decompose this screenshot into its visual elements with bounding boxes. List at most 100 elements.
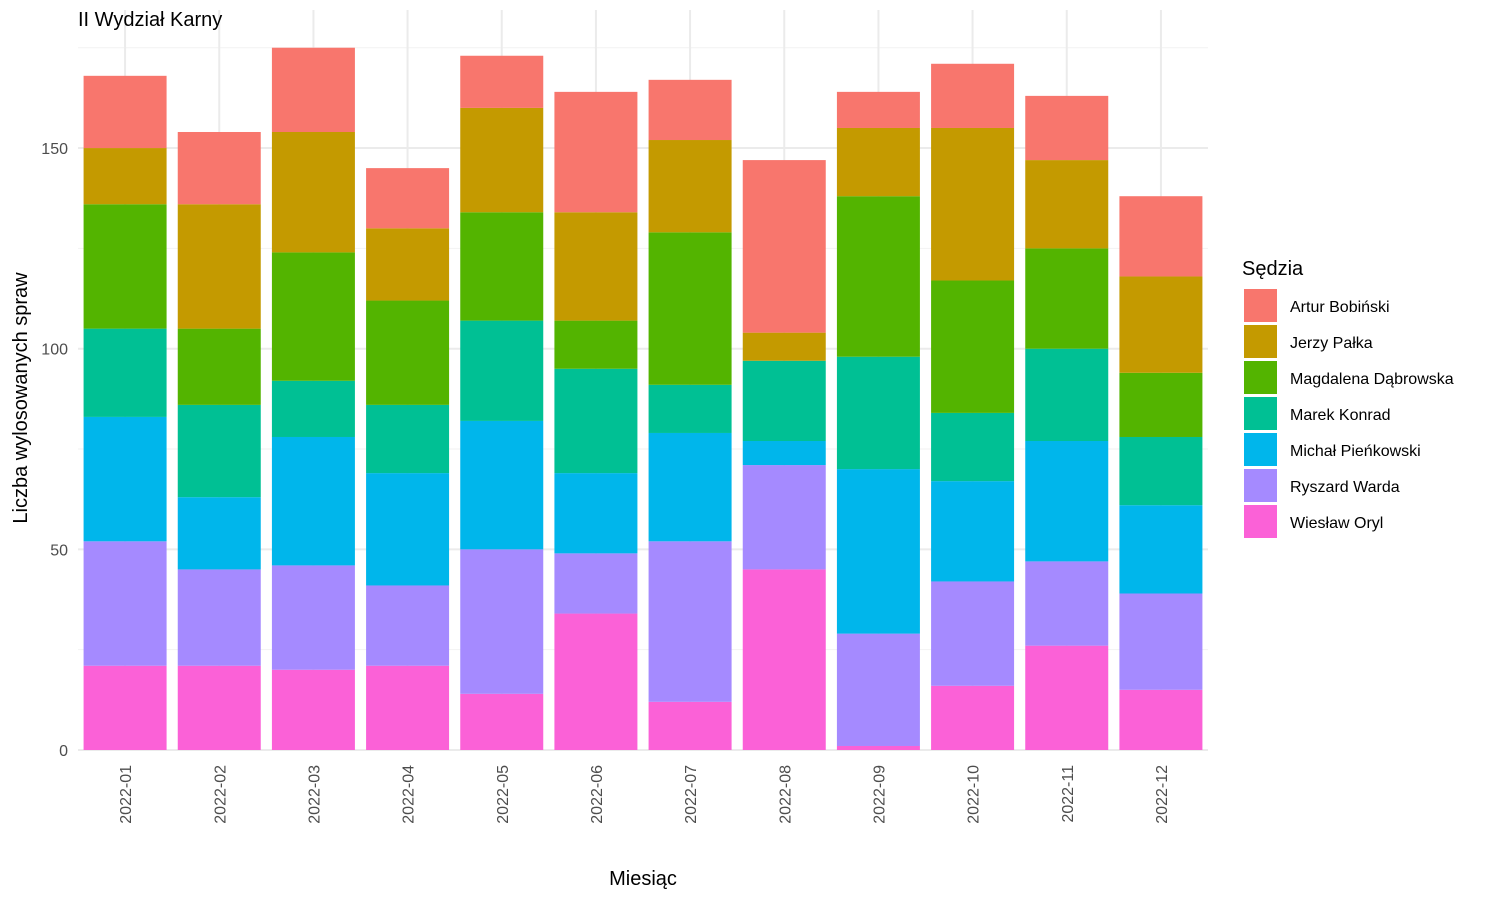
chart-title: II Wydział Karny bbox=[78, 9, 222, 31]
bar-ryszard-warda-2022-10 bbox=[931, 581, 1015, 686]
bar-artur-bobinski-2022-07 bbox=[648, 79, 732, 141]
y-tick-label: 50 bbox=[50, 542, 68, 559]
bar-ryszard-warda-2022-05 bbox=[460, 549, 544, 694]
legend-key-wieslaw-oryl bbox=[1244, 505, 1277, 538]
bar-artur-bobinski-2022-06 bbox=[554, 91, 638, 213]
x-tick-label: 2022-10 bbox=[966, 765, 983, 824]
bar-wieslaw-oryl-2022-01 bbox=[83, 665, 167, 750]
legend: Sędzia Artur Bobiński Jerzy Pałka Magdalen… bbox=[1242, 258, 1454, 538]
bar-wieslaw-oryl-2022-06 bbox=[554, 613, 638, 750]
bar-jerzy-palka-2022-04 bbox=[366, 228, 450, 301]
bar-marek-konrad-2022-07 bbox=[648, 384, 732, 433]
x-tick-label: 2022-03 bbox=[306, 765, 323, 824]
bar-jerzy-palka-2022-06 bbox=[554, 212, 638, 321]
bar-magdalena-dabrowska-2022-12 bbox=[1119, 372, 1203, 437]
bar-wieslaw-oryl-2022-10 bbox=[931, 685, 1015, 750]
legend-label-marek-konrad: Marek Konrad bbox=[1290, 407, 1391, 424]
bar-michal-pienkowski-2022-12 bbox=[1119, 505, 1203, 594]
bar-artur-bobinski-2022-05 bbox=[460, 55, 544, 108]
x-axis-ticks: 2022-01 2022-02 2022-03 2022-04 2022-05 2022-… bbox=[118, 765, 1171, 824]
legend-label-wieslaw-oryl: Wiesław Oryl bbox=[1290, 515, 1383, 532]
bar-marek-konrad-2022-04 bbox=[366, 404, 450, 474]
bar-magdalena-dabrowska-2022-02 bbox=[177, 328, 261, 405]
bar-michal-pienkowski-2022-08 bbox=[742, 440, 826, 466]
bar-ryszard-warda-2022-11 bbox=[1025, 561, 1109, 646]
legend-label-jerzy-palka: Jerzy Pałka bbox=[1290, 335, 1373, 352]
bar-artur-bobinski-2022-12 bbox=[1119, 196, 1203, 277]
bar-jerzy-palka-2022-09 bbox=[836, 127, 920, 197]
bar-wieslaw-oryl-2022-02 bbox=[177, 665, 261, 750]
x-tick-label: 2022-08 bbox=[777, 765, 794, 824]
bar-ryszard-warda-2022-12 bbox=[1119, 593, 1203, 690]
bar-ryszard-warda-2022-08 bbox=[742, 465, 826, 570]
bar-michal-pienkowski-2022-10 bbox=[931, 481, 1015, 582]
bar-marek-konrad-2022-05 bbox=[460, 320, 544, 421]
bar-ryszard-warda-2022-03 bbox=[271, 565, 355, 670]
y-axis-title: Liczba wylosowanych spraw bbox=[10, 272, 32, 524]
bar-magdalena-dabrowska-2022-01 bbox=[83, 204, 167, 329]
legend-key-marek-konrad bbox=[1244, 397, 1277, 430]
bar-artur-bobinski-2022-11 bbox=[1025, 95, 1109, 161]
bar-jerzy-palka-2022-07 bbox=[648, 140, 732, 233]
bar-marek-konrad-2022-12 bbox=[1119, 436, 1203, 506]
bar-jerzy-palka-2022-03 bbox=[271, 131, 355, 253]
y-tick-label: 150 bbox=[41, 141, 68, 158]
bar-artur-bobinski-2022-03 bbox=[271, 47, 355, 132]
bar-ryszard-warda-2022-01 bbox=[83, 541, 167, 666]
bar-magdalena-dabrowska-2022-10 bbox=[931, 280, 1015, 413]
bar-magdalena-dabrowska-2022-03 bbox=[271, 252, 355, 381]
legend-key-jerzy-palka bbox=[1244, 325, 1277, 358]
bar-wieslaw-oryl-2022-11 bbox=[1025, 645, 1109, 750]
bar-artur-bobinski-2022-08 bbox=[742, 160, 826, 333]
y-tick-label: 100 bbox=[41, 342, 68, 359]
legend-key-michal-pienkowski bbox=[1244, 433, 1277, 466]
x-tick-label: 2022-05 bbox=[495, 765, 512, 824]
x-tick-label: 2022-07 bbox=[683, 765, 700, 824]
bar-magdalena-dabrowska-2022-09 bbox=[836, 196, 920, 357]
y-tick-label: 0 bbox=[59, 743, 68, 760]
bar-michal-pienkowski-2022-09 bbox=[836, 469, 920, 634]
x-tick-label: 2022-06 bbox=[589, 765, 606, 824]
bar-michal-pienkowski-2022-07 bbox=[648, 432, 732, 542]
bar-ryszard-warda-2022-07 bbox=[648, 541, 732, 702]
bar-jerzy-palka-2022-02 bbox=[177, 204, 261, 329]
legend-title: Sędzia bbox=[1242, 258, 1304, 280]
bar-artur-bobinski-2022-10 bbox=[931, 63, 1015, 128]
bar-magdalena-dabrowska-2022-11 bbox=[1025, 248, 1109, 349]
bar-artur-bobinski-2022-04 bbox=[366, 168, 450, 229]
bar-ryszard-warda-2022-04 bbox=[366, 585, 450, 666]
x-tick-label: 2022-12 bbox=[1154, 765, 1171, 824]
bar-marek-konrad-2022-03 bbox=[271, 380, 355, 437]
legend-key-artur-bobinski bbox=[1244, 289, 1277, 322]
bar-michal-pienkowski-2022-02 bbox=[177, 497, 261, 570]
legend-label-ryszard-warda: Ryszard Warda bbox=[1290, 479, 1400, 496]
bar-wieslaw-oryl-2022-03 bbox=[271, 669, 355, 750]
bar-michal-pienkowski-2022-06 bbox=[554, 473, 638, 554]
bar-marek-konrad-2022-06 bbox=[554, 368, 638, 474]
bar-jerzy-palka-2022-01 bbox=[83, 148, 167, 205]
bar-magdalena-dabrowska-2022-07 bbox=[648, 232, 732, 385]
bar-marek-konrad-2022-01 bbox=[83, 328, 167, 417]
bar-jerzy-palka-2022-11 bbox=[1025, 160, 1109, 249]
bar-magdalena-dabrowska-2022-06 bbox=[554, 320, 638, 369]
bar-artur-bobinski-2022-02 bbox=[177, 131, 261, 205]
bar-marek-konrad-2022-11 bbox=[1025, 348, 1109, 441]
bar-marek-konrad-2022-02 bbox=[177, 404, 261, 498]
bar-wieslaw-oryl-2022-05 bbox=[460, 693, 544, 750]
bar-michal-pienkowski-2022-11 bbox=[1025, 440, 1109, 562]
bar-ryszard-warda-2022-02 bbox=[177, 569, 261, 666]
bar-jerzy-palka-2022-12 bbox=[1119, 276, 1203, 373]
x-tick-label: 2022-04 bbox=[401, 765, 418, 824]
y-axis-ticks: 0 50 100 150 bbox=[41, 141, 68, 760]
bar-wieslaw-oryl-2022-08 bbox=[742, 569, 826, 750]
bar-ryszard-warda-2022-06 bbox=[554, 553, 638, 614]
bar-jerzy-palka-2022-05 bbox=[460, 107, 544, 213]
bar-magdalena-dabrowska-2022-05 bbox=[460, 212, 544, 321]
bar-magdalena-dabrowska-2022-04 bbox=[366, 300, 450, 405]
bar-michal-pienkowski-2022-01 bbox=[83, 416, 167, 542]
bar-artur-bobinski-2022-09 bbox=[836, 91, 920, 128]
bar-marek-konrad-2022-09 bbox=[836, 356, 920, 470]
bar-jerzy-palka-2022-10 bbox=[931, 127, 1015, 281]
